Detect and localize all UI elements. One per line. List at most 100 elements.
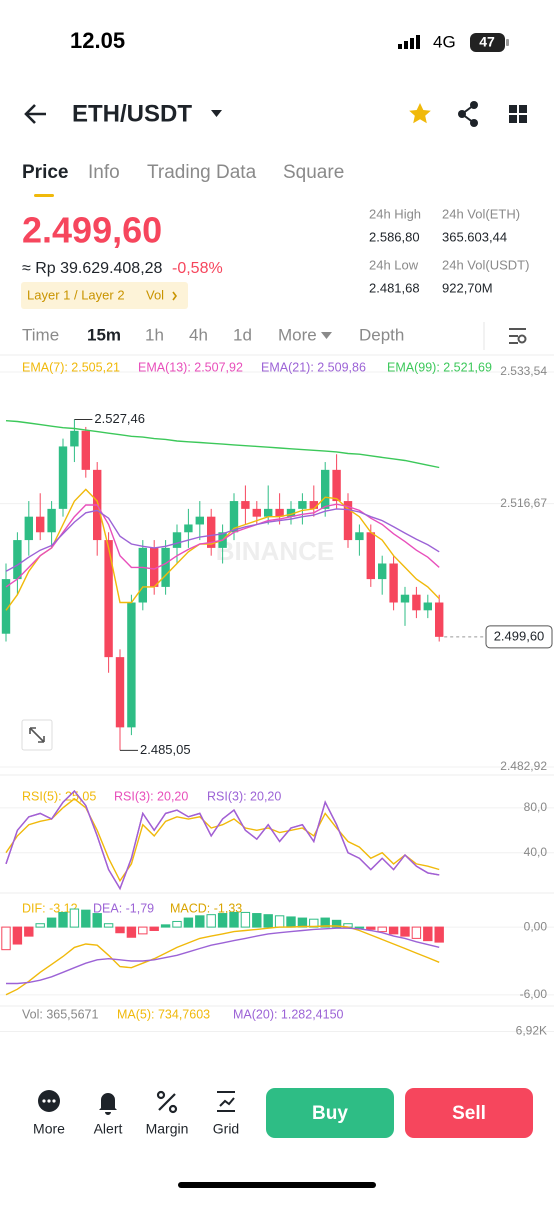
- legend-entry: EMA(99): 2.521,69: [387, 360, 492, 374]
- grid-icon[interactable]: [217, 1091, 235, 1112]
- y-tick-label: 6,92K: [516, 1024, 547, 1038]
- macd-bar: [400, 926, 410, 937]
- macd-bar: [366, 926, 376, 930]
- candle-body: [207, 516, 216, 548]
- indicator-line: [5, 420, 440, 469]
- y-tick-label: 0,00: [524, 919, 548, 933]
- macd-bar: [423, 926, 433, 942]
- candle-body: [195, 516, 204, 525]
- candle-body: [150, 547, 159, 587]
- indicator-line: [5, 789, 440, 891]
- buy-label[interactable]: Buy: [312, 1103, 348, 1124]
- candle-body: [275, 508, 284, 517]
- action-label[interactable]: Margin: [146, 1121, 189, 1137]
- candle-body: [161, 547, 170, 587]
- action-label[interactable]: Alert: [94, 1121, 123, 1137]
- y-tick-label: 2.533,54: [500, 364, 547, 378]
- legend-entry: MA(5): 734,7603: [117, 1007, 210, 1021]
- macd-bar: [217, 913, 228, 928]
- expand-button[interactable]: [21, 719, 53, 751]
- y-tick-label: 80,0: [524, 800, 548, 814]
- interval[interactable]: More: [278, 325, 317, 344]
- pair[interactable]: ETH/USDT: [72, 100, 192, 127]
- macd-bar: [411, 926, 422, 939]
- action-label[interactable]: More: [33, 1121, 65, 1137]
- tag[interactable]: Vol: [146, 287, 164, 302]
- macd-bar: [240, 911, 251, 928]
- macd-bar: [434, 926, 444, 943]
- tab[interactable]: Price: [22, 162, 68, 183]
- legend-entry: RSI(3): 20,20: [114, 789, 188, 803]
- candle-body: [343, 501, 353, 541]
- candle-body: [286, 508, 296, 517]
- last-price-box: [485, 625, 553, 649]
- pair-dropdown[interactable]: [211, 110, 222, 117]
- macd-bar: [138, 926, 148, 935]
- margin-icon[interactable]: [156, 1090, 178, 1114]
- macd-bar: [24, 926, 34, 937]
- more-icon[interactable]: [38, 1090, 60, 1112]
- share[interactable]: [458, 101, 478, 127]
- buy-button[interactable]: [266, 1088, 394, 1138]
- legend-entry: RSI(5): 25,05: [22, 789, 96, 803]
- macd-bar: [81, 909, 91, 928]
- fiat-price: ≈ Rp 39.629.408,28: [22, 260, 163, 277]
- sell-label[interactable]: Sell: [452, 1103, 486, 1124]
- legend-entry: EMA(13): 2.507,92: [138, 360, 243, 374]
- sell-button[interactable]: [405, 1088, 533, 1138]
- macd-bar: [229, 911, 239, 928]
- watermark: BINANCE: [216, 536, 334, 566]
- macd-bar: [172, 920, 182, 928]
- tab-indicator: [34, 194, 54, 197]
- macd-bar: [69, 908, 80, 928]
- candle-body: [298, 501, 307, 509]
- tag[interactable]: Layer 1 / Layer 2: [27, 287, 125, 302]
- more-caret: [321, 332, 332, 339]
- macd-bar: [126, 926, 137, 938]
- interval[interactable]: 1d: [233, 325, 252, 344]
- tab[interactable]: Info: [88, 162, 120, 183]
- signal-icon: [398, 35, 420, 49]
- macd-bar: [297, 917, 308, 928]
- candle-body: [104, 540, 113, 658]
- macd-bar: [149, 926, 159, 931]
- interval[interactable]: 4h: [189, 325, 208, 344]
- candle-body: [389, 563, 398, 603]
- home-indicator: [178, 1182, 376, 1188]
- battery-level: 47: [479, 34, 495, 50]
- tab[interactable]: Square: [283, 162, 344, 183]
- macd-bar: [320, 917, 330, 928]
- action-label[interactable]: Grid: [213, 1121, 239, 1137]
- macd-bar: [252, 913, 262, 928]
- interval[interactable]: Time: [22, 325, 59, 344]
- macd-bar: [46, 917, 57, 928]
- macd-bar: [331, 919, 342, 928]
- candle-body: [184, 524, 193, 533]
- tab[interactable]: Trading Data: [147, 162, 257, 183]
- favorite[interactable]: [409, 103, 431, 124]
- stat-value: 2.481,68: [369, 280, 420, 295]
- last-price-label: 2.499,60: [494, 628, 545, 643]
- indicator-line: [5, 508, 440, 572]
- interval[interactable]: 15m: [87, 325, 121, 344]
- tag-box[interactable]: [21, 282, 188, 309]
- alert-icon[interactable]: [99, 1093, 117, 1115]
- grid-menu[interactable]: [509, 105, 527, 123]
- macd-bar: [35, 923, 45, 928]
- indicator-line: [6, 927, 440, 985]
- battery-tip: [506, 39, 509, 46]
- back-button[interactable]: [24, 104, 46, 124]
- chart-panel: 6,92K Vol: 365,5671 MA(5): 734,7603 MA(20):…: [0, 1007, 554, 1038]
- macd-bar: [388, 926, 399, 935]
- interval[interactable]: Depth: [359, 325, 404, 344]
- macd-bar: [12, 926, 23, 945]
- macd-bar: [206, 914, 216, 928]
- candle-body: [332, 469, 341, 502]
- candle-body: [58, 446, 68, 509]
- chart-settings[interactable]: [509, 328, 527, 344]
- indicator-line: [5, 797, 440, 883]
- interval[interactable]: 1h: [145, 325, 164, 344]
- low-label: 2.485,05: [140, 742, 191, 757]
